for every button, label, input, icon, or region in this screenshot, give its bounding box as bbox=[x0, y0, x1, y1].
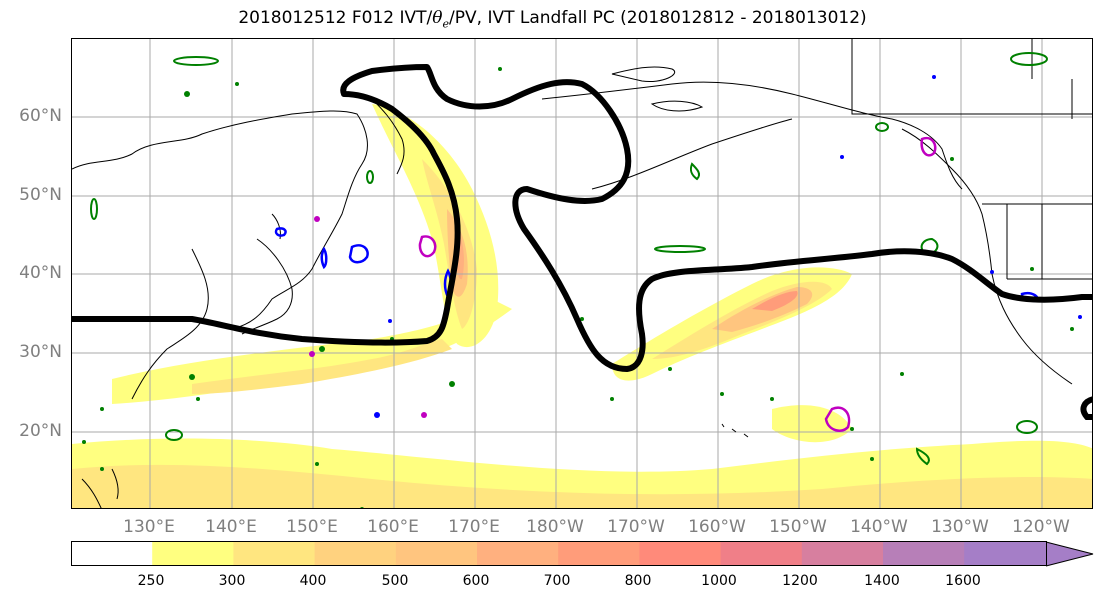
lon-label-160w: 160°W bbox=[688, 517, 746, 537]
pv-blue-contours bbox=[274, 227, 1039, 303]
colorbar-tick-300: 300 bbox=[218, 573, 246, 589]
colorbar-segment bbox=[639, 542, 722, 566]
map-panel bbox=[71, 38, 1093, 509]
landfall-pc-contour-east bbox=[1080, 396, 1092, 420]
lon-label-130e: 130°E bbox=[123, 517, 175, 537]
lon-label-170e: 170°E bbox=[448, 517, 500, 537]
colorbar-tick-400: 400 bbox=[299, 573, 327, 589]
landfall-pc-contour bbox=[72, 64, 1092, 372]
colorbar-segment bbox=[801, 542, 884, 566]
colorbar-tick-600: 600 bbox=[462, 573, 490, 589]
lon-label-120w: 120°W bbox=[1012, 517, 1070, 537]
colorbar-segment bbox=[883, 542, 965, 566]
coastlines bbox=[72, 39, 1092, 508]
lat-label-40n: 40°N bbox=[19, 263, 62, 283]
lat-label-60n: 60°N bbox=[19, 106, 62, 126]
lon-label-150w: 150°W bbox=[769, 517, 827, 537]
lon-label-160e: 160°E bbox=[367, 517, 419, 537]
colorbar-tick-800: 800 bbox=[624, 573, 652, 589]
colorbar-segment bbox=[152, 542, 234, 566]
pv-blue-dots bbox=[374, 75, 1082, 418]
lat-label-50n: 50°N bbox=[19, 185, 62, 205]
colorbar-tick-250: 250 bbox=[137, 573, 165, 589]
colorbar-segment bbox=[964, 542, 1093, 566]
colorbar-segment bbox=[558, 542, 640, 566]
lon-label-170w: 170°W bbox=[607, 517, 665, 537]
ivt-shading bbox=[72, 104, 1092, 508]
colorbar-tick-1400: 1400 bbox=[864, 573, 900, 589]
theta-e-contours bbox=[90, 52, 1048, 466]
lat-label-20n: 20°N bbox=[19, 421, 62, 441]
colorbar-segment bbox=[71, 542, 153, 566]
lon-label-150e: 150°E bbox=[286, 517, 338, 537]
colorbar-tick-500: 500 bbox=[381, 573, 409, 589]
lon-label-140w: 140°W bbox=[850, 517, 908, 537]
colorbar-segment bbox=[477, 542, 559, 566]
lon-label-140e: 140°E bbox=[205, 517, 257, 537]
pv-magenta-contours bbox=[418, 136, 937, 432]
theta-e-dots bbox=[82, 67, 1074, 508]
lon-label-130w: 130°W bbox=[931, 517, 989, 537]
colorbar bbox=[71, 541, 1094, 567]
figure-title: 2018012512 F012 IVT/θe/PV, IVT Landfall … bbox=[238, 8, 867, 31]
colorbar-tick-1600: 1600 bbox=[945, 573, 981, 589]
map-canvas bbox=[72, 39, 1092, 508]
colorbar-segment bbox=[314, 542, 397, 566]
lon-label-180w: 180°W bbox=[526, 517, 584, 537]
colorbar-tick-1200: 1200 bbox=[782, 573, 818, 589]
graticule bbox=[72, 39, 1092, 508]
colorbar-segment bbox=[233, 542, 316, 566]
colorbar-tick-1000: 1000 bbox=[701, 573, 737, 589]
pv-magenta-dots bbox=[309, 216, 427, 418]
colorbar-tick-700: 700 bbox=[543, 573, 571, 589]
colorbar-segment bbox=[720, 542, 803, 566]
lat-label-30n: 30°N bbox=[19, 342, 62, 362]
colorbar-segment bbox=[395, 542, 478, 566]
